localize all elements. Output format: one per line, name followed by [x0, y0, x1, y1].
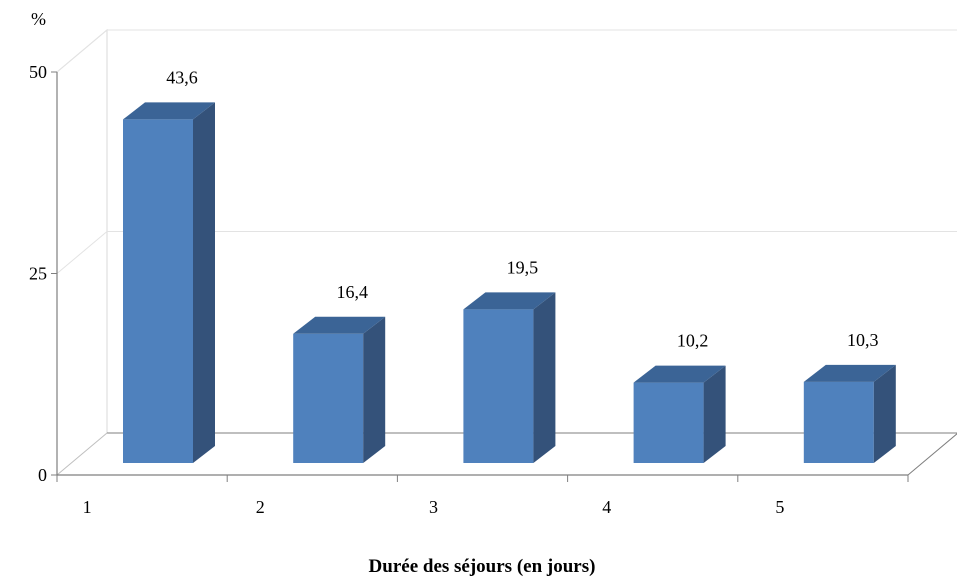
y-tick-label: 50 [29, 62, 47, 82]
bar-1 [123, 119, 193, 463]
data-label: 19,5 [507, 257, 539, 277]
data-label: 10,2 [677, 331, 709, 351]
bar-side-5 [873, 364, 896, 463]
x-tick-label: 5 [775, 497, 784, 517]
x-tick-label: 3 [429, 497, 438, 517]
data-label: 43,6 [166, 67, 198, 87]
y-unit-label: % [31, 9, 46, 29]
bar-side-1 [193, 102, 215, 463]
bar-side-4 [703, 365, 726, 463]
bar-top-4 [633, 365, 726, 383]
bar-side-2 [363, 316, 386, 463]
x-tick-label: 4 [602, 497, 611, 517]
bar-2 [293, 333, 364, 463]
gridlines [56, 29, 957, 274]
y-tick-label: 25 [29, 264, 47, 284]
back-wall-edge [56, 28, 108, 433]
bar-5 [803, 381, 874, 463]
bars [123, 102, 896, 463]
bar-3 [463, 309, 534, 463]
bar-side-3 [533, 292, 556, 463]
bar-top-1 [123, 102, 215, 120]
floor-side-edge [56, 432, 108, 476]
floor-edge [107, 432, 957, 476]
x-tick-label: 1 [83, 497, 92, 517]
labels: 43,6 1 16,4 2 19,5 3 10,2 4 10,3 5 [83, 67, 879, 517]
bar-top-3 [463, 292, 556, 310]
axes: 0 25 50 [29, 62, 909, 485]
x-axis-title: Durée des séjours (en jours) [369, 556, 596, 577]
bar-4 [633, 382, 704, 463]
gridline [56, 231, 957, 274]
y-tick-label: 0 [38, 465, 47, 485]
data-label: 10,3 [847, 330, 879, 350]
bar-top-5 [803, 364, 896, 382]
data-label: 16,4 [336, 282, 368, 302]
gridline [56, 29, 957, 73]
x-tick-label: 2 [256, 497, 265, 517]
bar-top-2 [293, 316, 386, 334]
